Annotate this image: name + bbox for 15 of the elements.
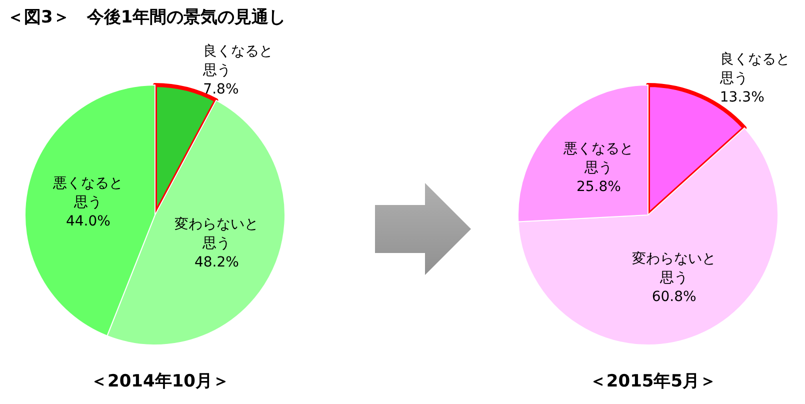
data-label: 13.3% bbox=[720, 90, 764, 106]
chart-title: ＜図3＞ 今後1年間の景気の見通し bbox=[7, 8, 286, 28]
text: ＜2014年10月＞ bbox=[90, 372, 230, 392]
slice-label: 悪くなると思う bbox=[52, 175, 124, 210]
data-label: 48.2% bbox=[194, 254, 239, 271]
slice-label: 良くなると思う bbox=[202, 43, 274, 78]
slice-label: 変わらないと思う bbox=[632, 250, 716, 286]
data-label: 7.8% bbox=[203, 81, 239, 98]
text: ＜2015年5月＞ bbox=[589, 372, 717, 392]
data-label: 25.8% bbox=[576, 179, 621, 196]
slice-label: 良くなると思う bbox=[718, 52, 790, 86]
slice-label: 変わらないと思う bbox=[174, 216, 259, 252]
slice-label: 悪くなると思う bbox=[562, 141, 634, 176]
data-label: 44.0% bbox=[66, 213, 110, 230]
data-label: 60.8% bbox=[652, 288, 696, 305]
